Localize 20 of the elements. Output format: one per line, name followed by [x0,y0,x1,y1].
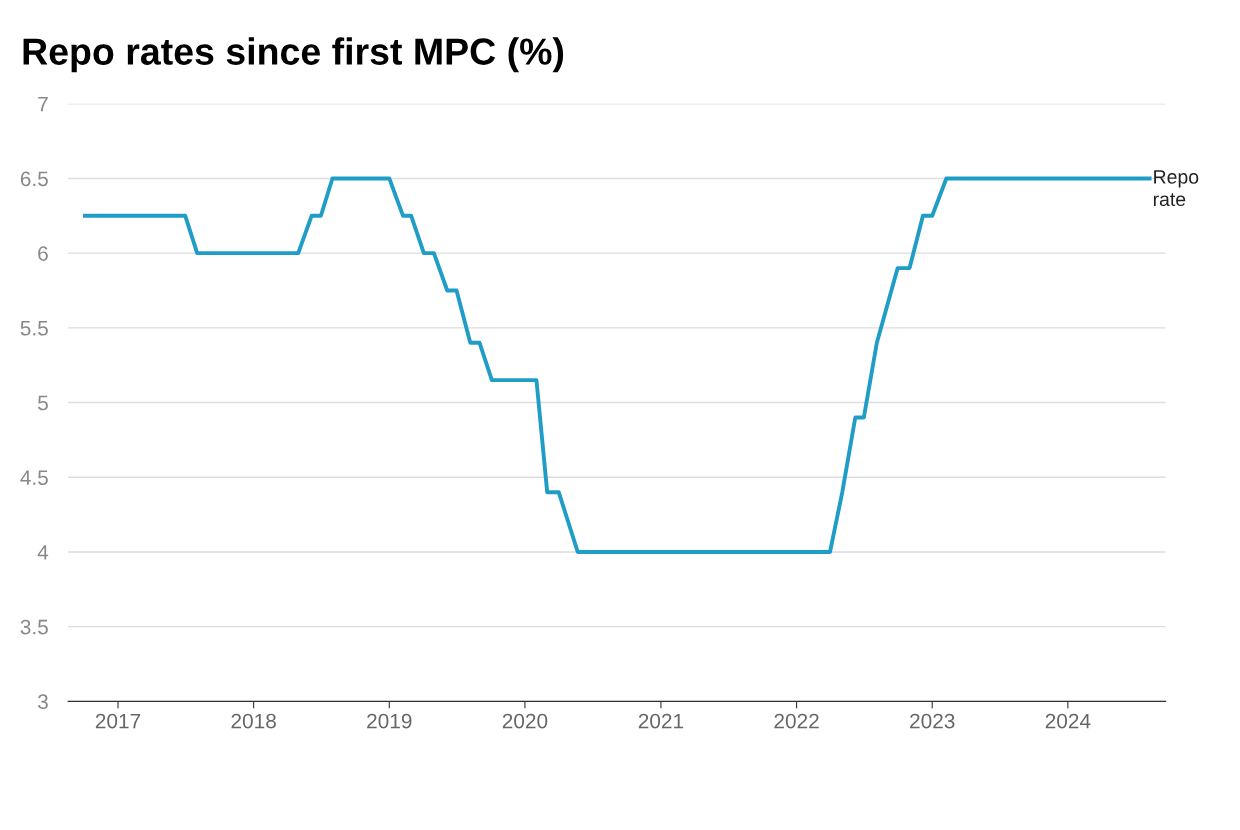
y-tick-label: 7 [38,96,48,112]
series-label: Repo rate [1153,170,1199,207]
chart-title: Repo rates since first MPC (%) [23,37,564,73]
x-tick-label: 2021 [638,713,684,729]
y-tick-label: 6 [38,246,48,261]
y-tick-label: 3.5 [20,619,48,635]
x-tick-label: 2024 [1045,713,1091,729]
y-tick-label: 5.5 [20,321,48,336]
y-tick-label: 4.5 [20,470,48,485]
x-tick-label: 2017 [95,713,141,729]
line-series [82,176,1152,554]
x-tick-label: 2023 [910,713,955,729]
y-tick-label: 3 [37,694,48,710]
x-tick-label: 2020 [502,713,548,729]
y-tick-label: 6.5 [20,171,48,187]
x-tick-label: 2022 [774,713,819,729]
x-tick-label: 2018 [231,713,276,729]
y-tick-label: 5 [38,395,48,411]
x-tick-label: 2019 [367,713,412,729]
y-tick-label: 4 [37,545,49,560]
